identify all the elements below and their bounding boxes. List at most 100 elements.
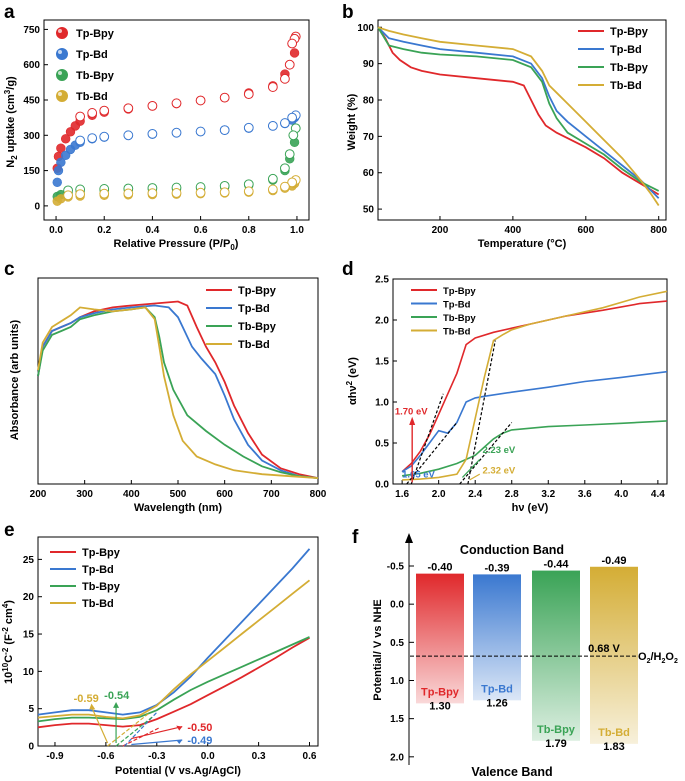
absorbance-curve-tb-bd [37, 306, 319, 479]
panel-b-tga: b 200 400 600 800 50 60 70 80 90 100 Tp-Bpy Tp-Bd T… [342, 2, 667, 250]
tga-curve-tb-bpy [377, 26, 660, 192]
legend-label-tp-bd: Tp-Bd [76, 49, 108, 61]
legend-label-tb-bpy: Tb-Bpy [610, 62, 649, 74]
band-gap-arrow-tb-bd [469, 473, 481, 481]
x-tick-label: 700 [263, 489, 280, 500]
flatband-arrowhead-tb-bd [89, 703, 96, 710]
y-tick-label: 2.0 [375, 316, 389, 327]
ylabel-a: N2 uptake (cm3/g) [3, 76, 19, 168]
desorption-point-tp-bd [195, 126, 206, 137]
desorption-point-tb-bd [287, 177, 298, 188]
desorption-point-tp-bd [243, 122, 254, 133]
cb-value-tb-bd: -0.49 [601, 555, 626, 567]
legend-label-tb-bd: Tb-Bd [443, 327, 471, 338]
adsorption-point-tp-bd [53, 165, 64, 176]
x-tick-label: 1.6 [395, 489, 409, 500]
y-tick-label: 0 [34, 201, 40, 212]
ylabel-e-mid2: (F [3, 634, 15, 648]
x-tick-label: 0.0 [201, 751, 215, 762]
flatband-arrow-tp-bpy [131, 726, 183, 740]
x-tick-label: 1.0 [290, 225, 304, 236]
panel-c-uv-vis: c 200 300 400 500 600 700 800 Tp-Bpy Tp-Bd Tb-Bp… [4, 259, 327, 514]
y-tick-label: 0.0 [390, 600, 404, 611]
bar-name-tb-bd: Tb-Bd [598, 727, 630, 739]
legend-label-tb-bpy: Tb-Bpy [238, 321, 277, 333]
bar-name-tb-bpy: Tb-Bpy [537, 724, 576, 736]
ylabel-d-end: (eV) [347, 357, 359, 381]
reference-species-label: O2/H2O2 [638, 651, 678, 665]
legend-swatch-highlight [58, 92, 62, 96]
x-tick-label: 400 [123, 489, 140, 500]
x-tick-label: 0.2 [97, 225, 111, 236]
ylabel-e-sup3: -2 [1, 627, 10, 635]
adsorption-point-tp-bd [56, 157, 66, 168]
desorption-point-tp-bd [171, 127, 182, 138]
legend-swatch-tp-bpy [56, 27, 68, 39]
ylabel-b: Weight (%) [346, 93, 358, 150]
xlabel-b: Temperature (°C) [478, 238, 567, 250]
bar-name-tp-bd: Tp-Bd [481, 683, 513, 695]
y-tick-label: 750 [23, 25, 40, 36]
desorption-point-tb-bd [63, 190, 73, 201]
ylabel-a-end: /g) [5, 76, 17, 90]
band-gap-arrow-tb-bpy [461, 458, 481, 478]
x-tick-label: -0.3 [148, 751, 166, 762]
ylabel-e-end: ) [3, 600, 15, 604]
flatband-label-tp-bd: -0.49 [187, 735, 212, 747]
y-tick-label: 1.5 [390, 714, 404, 725]
desorption-point-tp-bd [123, 130, 134, 141]
desorption-point-tp-bpy [243, 89, 254, 100]
species-h: /H [650, 651, 661, 663]
x-tick-label: 600 [216, 489, 233, 500]
vb-value-tp-bpy: 1.30 [429, 700, 450, 712]
vb-value-tb-bd: 1.83 [603, 741, 624, 753]
desorption-point-tb-bpy [284, 149, 295, 160]
ms-curve-tp-bpy [37, 637, 310, 729]
band-gap-label: 1.65 eV [402, 469, 435, 480]
y-tick-label: 100 [357, 23, 374, 34]
ylabel-e-mid: C [3, 655, 15, 663]
y-tick-label: 1.0 [375, 398, 389, 409]
y-tick-label: 2.5 [375, 275, 389, 286]
band-bar-tp-bpy [416, 573, 464, 704]
xlabel-d: hν (eV) [512, 502, 549, 514]
legend-swatch-tp-bd [56, 48, 68, 60]
y-tick-label: 15 [23, 630, 35, 641]
legend-label-tp-bpy: Tp-Bpy [238, 285, 277, 297]
y-tick-label: 90 [363, 59, 375, 70]
x-tick-label: 200 [30, 489, 47, 500]
plot-frame-e [37, 536, 319, 747]
adsorption-point-tp-bpy [60, 134, 71, 144]
tangent-line [467, 340, 496, 485]
plot-frame-c [37, 277, 319, 485]
panel-label-f: f [352, 527, 359, 548]
legend-swatch-highlight [58, 50, 62, 54]
legend-label-tb-bd: Tb-Bd [238, 339, 270, 351]
cb-value-tp-bpy: -0.40 [427, 562, 452, 574]
ylabel-e-sup4: 4 [1, 603, 10, 608]
tauc-curve-tp-bd [401, 370, 668, 473]
band-bar-tp-bd [473, 574, 521, 701]
plot-frame-b [377, 19, 667, 221]
x-tick-label: 0.4 [145, 225, 159, 236]
tga-curve-tp-bpy [377, 26, 660, 196]
absorbance-curve-tp-bd [37, 304, 319, 479]
x-tick-label: 600 [577, 225, 594, 236]
legend-swatch-highlight [58, 71, 62, 75]
x-tick-label: 2.8 [505, 489, 519, 500]
species-sub: 2 [647, 658, 651, 665]
desorption-point-tp-bd [75, 135, 86, 146]
desorption-point-tp-bpy [87, 108, 98, 118]
flatband-arrowhead-tb-bpy [113, 701, 120, 708]
bar-name-tp-bpy: Tp-Bpy [421, 686, 460, 698]
ylabel-e: 1010C-2 (F-2 cm4) [1, 600, 15, 684]
reference-potential-label: 0.68 V [588, 643, 620, 655]
desorption-point-tp-bd [147, 128, 158, 139]
legend-label-tp-bpy: Tp-Bpy [610, 26, 649, 38]
desorption-point-tp-bpy [75, 111, 86, 122]
legend-label-tb-bd: Tb-Bd [610, 80, 642, 92]
ylabel-e-sup1: 10 [1, 662, 10, 671]
y-tick-label: 150 [23, 166, 40, 177]
desorption-point-tb-bpy [288, 130, 299, 141]
